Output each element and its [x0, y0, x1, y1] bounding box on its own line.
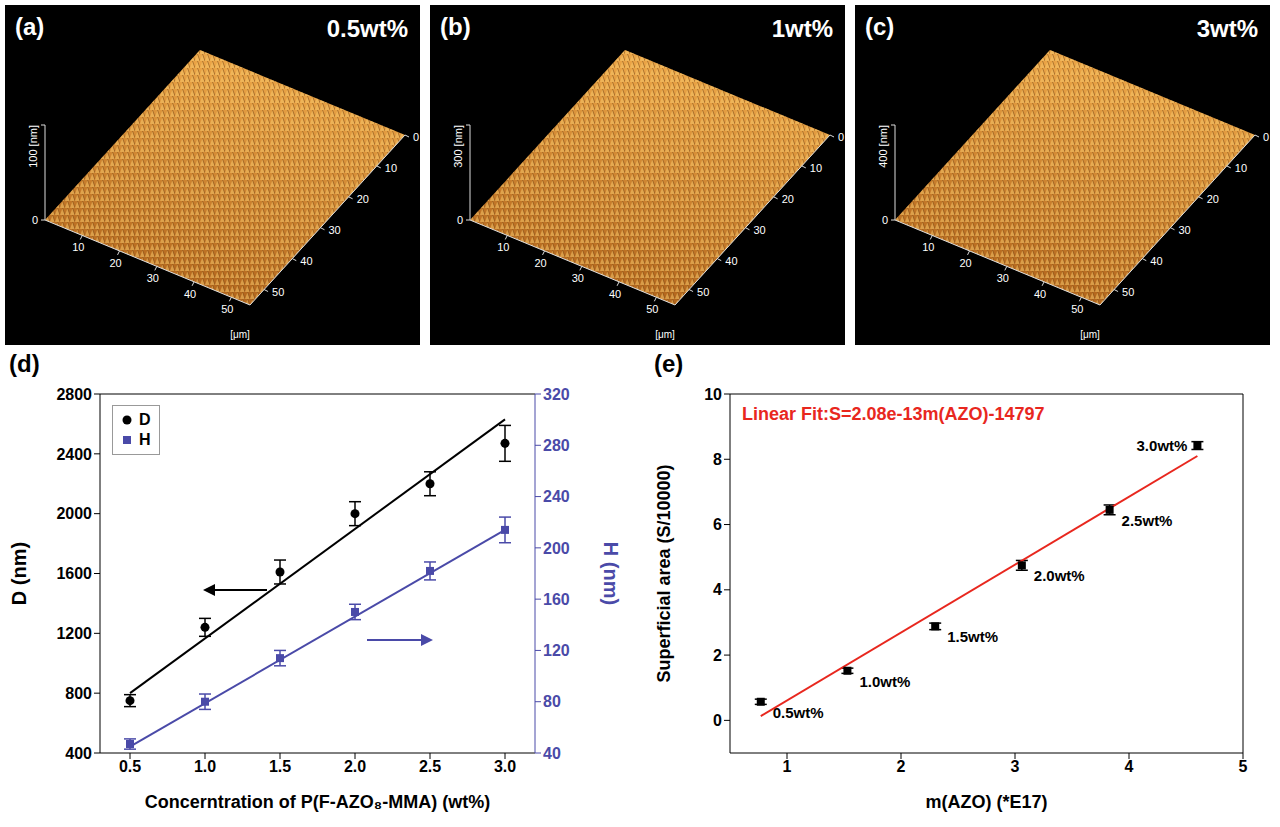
svg-text:2000: 2000 [56, 505, 92, 522]
svg-text:50: 50 [221, 303, 233, 315]
svg-text:4: 4 [713, 581, 722, 598]
svg-text:10: 10 [72, 241, 84, 253]
svg-text:20: 20 [109, 257, 121, 269]
svg-text:40: 40 [1034, 288, 1046, 300]
svg-text:2.5: 2.5 [419, 758, 441, 775]
svg-text:10: 10 [497, 241, 509, 253]
svg-text:0: 0 [32, 214, 38, 226]
svg-text:1.0: 1.0 [194, 758, 216, 775]
svg-text:1: 1 [783, 758, 792, 775]
svg-text:50: 50 [646, 303, 658, 315]
svg-text:20: 20 [782, 193, 794, 205]
svg-text:20: 20 [357, 193, 369, 205]
svg-text:400 [nm]: 400 [nm] [877, 125, 889, 168]
svg-text:10: 10 [922, 241, 934, 253]
svg-text:m(AZO) (*E17): m(AZO) (*E17) [925, 792, 1047, 812]
svg-text:20: 20 [959, 257, 971, 269]
svg-text:120: 120 [543, 642, 570, 659]
svg-text:Superficial area (S/10000): Superficial area (S/10000) [654, 464, 674, 682]
svg-text:2800: 2800 [56, 386, 92, 403]
svg-text:30: 30 [572, 272, 584, 284]
svg-text:(b): (b) [440, 13, 471, 40]
svg-text:1wt%: 1wt% [772, 15, 833, 42]
svg-text:2400: 2400 [56, 446, 92, 463]
svg-text:100 [nm]: 100 [nm] [27, 125, 39, 168]
svg-text:10: 10 [385, 162, 397, 174]
svg-text:5: 5 [1239, 758, 1248, 775]
svg-text:10: 10 [1235, 162, 1247, 174]
html-text:D: D [139, 411, 151, 428]
svg-text:30: 30 [1178, 224, 1190, 236]
svg-text:0.5wt%: 0.5wt% [773, 704, 824, 721]
svg-text:0: 0 [1263, 131, 1269, 143]
svg-text:8: 8 [713, 451, 722, 468]
svg-text:20: 20 [1207, 193, 1219, 205]
svg-text:0: 0 [713, 712, 722, 729]
svg-text:800: 800 [65, 685, 92, 702]
svg-text:280: 280 [543, 437, 570, 454]
svg-text:3: 3 [1011, 758, 1020, 775]
svg-text:2: 2 [713, 647, 722, 664]
svg-text:30: 30 [328, 224, 340, 236]
svg-text:30: 30 [997, 272, 1009, 284]
svg-text:2.5wt%: 2.5wt% [1122, 512, 1173, 529]
svg-text:4: 4 [1125, 758, 1134, 775]
svg-text:40: 40 [1150, 255, 1162, 267]
svg-text:H (nm): H (nm) [600, 542, 622, 605]
svg-text:50: 50 [272, 286, 284, 298]
html-text:(d): (d) [9, 350, 40, 377]
svg-text:2.0wt%: 2.0wt% [1034, 567, 1085, 584]
svg-text:40: 40 [184, 288, 196, 300]
svg-text:D (nm): D (nm) [8, 542, 30, 605]
svg-text:40: 40 [543, 745, 561, 762]
svg-text:3.0wt%: 3.0wt% [1137, 437, 1188, 454]
svg-text:2: 2 [897, 758, 906, 775]
svg-text:0: 0 [457, 214, 463, 226]
svg-text:160: 160 [543, 591, 570, 608]
svg-text:0: 0 [413, 131, 419, 143]
svg-text:300 [nm]: 300 [nm] [452, 125, 464, 168]
svg-text:30: 30 [147, 272, 159, 284]
svg-text:2.0: 2.0 [344, 758, 366, 775]
svg-text:50: 50 [1071, 303, 1083, 315]
svg-text:6: 6 [713, 516, 722, 533]
svg-text:3wt%: 3wt% [1197, 15, 1258, 42]
svg-text:40: 40 [609, 288, 621, 300]
svg-text:3.0: 3.0 [494, 758, 516, 775]
html-text:H: H [139, 431, 151, 448]
svg-text:[μm]: [μm] [655, 329, 675, 340]
svg-text:80: 80 [543, 693, 561, 710]
svg-text:[μm]: [μm] [230, 329, 250, 340]
html-text:Linear Fit:S=2.08e-13m(AZO)-14: Linear Fit:S=2.08e-13m(AZO)-14797 [742, 404, 1045, 424]
svg-text:0: 0 [838, 131, 844, 143]
svg-text:50: 50 [1122, 286, 1134, 298]
svg-text:1600: 1600 [56, 565, 92, 582]
svg-text:40: 40 [300, 255, 312, 267]
svg-text:30: 30 [753, 224, 765, 236]
svg-text:1.5: 1.5 [269, 758, 291, 775]
svg-text:1.5wt%: 1.5wt% [947, 628, 998, 645]
svg-text:Concerntration of P(F-AZO₈-MMA: Concerntration of P(F-AZO₈-MMA) (wt%) [145, 792, 490, 812]
svg-text:40: 40 [725, 255, 737, 267]
svg-text:0.5wt%: 0.5wt% [327, 15, 408, 42]
html-text:(e): (e) [654, 350, 684, 377]
svg-text:1.0wt%: 1.0wt% [859, 673, 910, 690]
svg-text:400: 400 [65, 745, 92, 762]
svg-text:0.5: 0.5 [119, 758, 141, 775]
svg-text:10: 10 [704, 386, 722, 403]
svg-text:0: 0 [882, 214, 888, 226]
svg-text:[μm]: [μm] [1080, 329, 1100, 340]
svg-text:(a): (a) [15, 13, 44, 40]
svg-text:50: 50 [697, 286, 709, 298]
svg-text:240: 240 [543, 488, 570, 505]
svg-text:200: 200 [543, 540, 570, 557]
svg-text:1200: 1200 [56, 625, 92, 642]
svg-text:(c): (c) [865, 13, 894, 40]
svg-text:10: 10 [810, 162, 822, 174]
svg-text:320: 320 [543, 386, 570, 403]
svg-text:20: 20 [534, 257, 546, 269]
